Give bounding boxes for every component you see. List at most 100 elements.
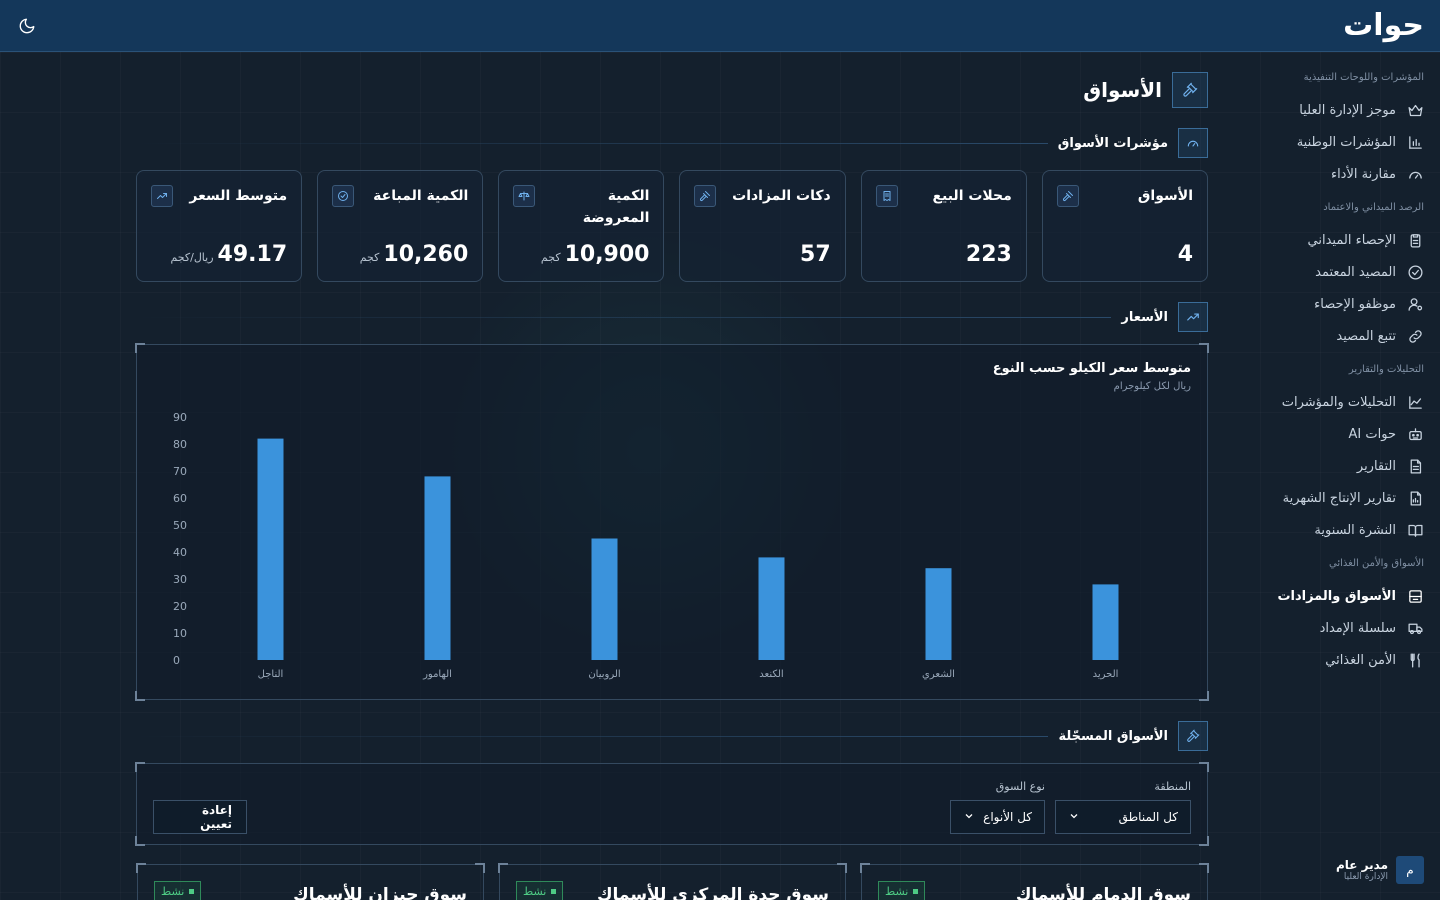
status-badge: نشط — [878, 881, 926, 900]
user-cog-icon — [1406, 295, 1424, 313]
bar[interactable] — [424, 476, 451, 660]
bar-chart: 0 10 20 30 40 50 60 70 80 90 الحريد الشعري الكنعد الر… — [173, 411, 1119, 680]
sidebar-item[interactable]: موظفو الإحصاء — [1224, 288, 1424, 320]
kpi-label: محلات البيع — [932, 188, 1012, 204]
sidebar-item[interactable]: سلسلة الإمداد — [1224, 612, 1424, 644]
bar[interactable] — [257, 438, 284, 660]
trend-up-icon — [1178, 302, 1208, 332]
chart-title: متوسط سعر الكيلو حسب النوع — [992, 361, 1191, 376]
sidebar-group-title: الأسواق والأمن الغذائي — [1329, 558, 1424, 569]
sidebar-item[interactable]: الأمن الغذائي — [1224, 644, 1424, 676]
sidebar-item[interactable]: النشرة السنوية — [1224, 514, 1424, 546]
link-icon — [1406, 327, 1424, 345]
truck-icon — [1406, 619, 1424, 637]
bar-chart-icon — [1406, 133, 1424, 151]
y-tick-label: 60 — [173, 492, 187, 505]
market-card[interactable]: سوق جدة المركزي للأسماك نشط — [498, 863, 847, 900]
reset-button[interactable]: إعادة تعيين — [153, 800, 247, 834]
sidebar-item[interactable]: تتبع المصيد — [1224, 320, 1424, 352]
sidebar-item-label: النشرة السنوية — [1314, 522, 1396, 538]
sidebar-item[interactable]: الأسواق والمزادات — [1224, 580, 1424, 612]
region-select-value: كل المناطق — [1118, 810, 1178, 824]
x-tick-label: الشعري — [922, 669, 955, 680]
market-type-select[interactable]: كل الأنواع — [950, 800, 1045, 834]
top-bar: حوات — [0, 0, 1440, 52]
bar[interactable] — [1092, 584, 1119, 660]
sidebar-item-label: الأسواق والمزادات — [1277, 588, 1396, 604]
kpi-value: 10,260 — [383, 242, 469, 267]
kpi-row: الأسواق 4 محلات البيع 223 دكات المزادات 57 الك… — [135, 170, 1208, 282]
book-open-icon — [1406, 521, 1424, 539]
y-tick-label: 20 — [173, 600, 187, 613]
user-name: مدير عام — [1335, 858, 1388, 872]
kpi-value: 49.17 — [217, 242, 288, 267]
kpi-unit: كجم — [540, 251, 561, 264]
kpi-label: الكمية المباعة — [373, 188, 469, 204]
y-tick-label: 0 — [173, 654, 180, 667]
sidebar-item-label: الأمن الغذائي — [1325, 652, 1396, 668]
sidebar-item-label: موجز الإدارة العليا — [1299, 102, 1396, 118]
sidebar-item-label: حوات AI — [1348, 426, 1396, 442]
type-select-value: كل الأنواع — [983, 810, 1032, 824]
sidebar-item[interactable]: تقارير الإنتاج الشهرية — [1224, 482, 1424, 514]
app-logo[interactable]: حوات — [1343, 8, 1425, 43]
sidebar-group-title: الرصد الميداني والاعتماد — [1323, 202, 1424, 213]
file-text-icon — [1406, 457, 1424, 475]
sidebar-item-label: المصيد المعتمد — [1315, 264, 1396, 280]
section-registered-markets: الأسواق المسجّلة — [136, 721, 1208, 751]
sidebar-group-title: التحليلات والتقارير — [1348, 364, 1424, 375]
sidebar-group-title: المؤشرات واللوحات التنفيذية — [1303, 72, 1424, 83]
gavel-icon — [1172, 72, 1208, 108]
bar[interactable] — [925, 568, 952, 660]
page-title: الأسواق — [1083, 78, 1162, 102]
section-divider — [136, 316, 1112, 318]
page-header: الأسواق — [1083, 72, 1208, 108]
line-chart-icon — [1406, 393, 1424, 411]
sidebar-item[interactable]: التحليلات والمؤشرات — [1224, 386, 1424, 418]
section-prices: الأسعار — [136, 302, 1208, 332]
sidebar-item[interactable]: المؤشرات الوطنية — [1224, 126, 1424, 158]
kpi-value: 57 — [800, 242, 831, 267]
kpi-label: الكمية المعروضة — [582, 188, 650, 226]
sidebar-item[interactable]: المصيد المعتمد — [1224, 256, 1424, 288]
section-indicators: مؤشرات الأسواق — [136, 128, 1208, 158]
kpi-label: دكات المزادات — [732, 188, 831, 204]
crown-icon — [1406, 101, 1424, 119]
bar[interactable] — [591, 538, 618, 661]
sidebar-item[interactable]: مقارنة الأداء — [1224, 158, 1424, 190]
y-tick-label: 80 — [173, 438, 187, 451]
sidebar-item[interactable]: حوات AI — [1224, 418, 1424, 450]
sidebar-item-label: تتبع المصيد — [1336, 328, 1396, 344]
sidebar-item-label: تقارير الإنتاج الشهرية — [1282, 490, 1396, 506]
sidebar-item[interactable]: الإحصاء الميداني — [1224, 224, 1424, 256]
chevron-down-icon — [963, 810, 975, 825]
moon-icon[interactable] — [16, 15, 38, 37]
y-tick-label: 70 — [173, 465, 187, 478]
receipt-icon — [875, 185, 898, 207]
kpi-unit: كجم — [359, 251, 380, 264]
market-card[interactable]: سوق الدمام للأسماك نشط — [860, 863, 1209, 900]
trend-up-icon — [150, 185, 173, 207]
filters-panel: المنطقة كل المناطق نوع السوق كل الأنواع … — [135, 762, 1209, 846]
market-card[interactable]: سوق جيزان للأسماك نشط — [136, 863, 485, 900]
type-filter-label: نوع السوق — [995, 780, 1045, 793]
section-title: الأسعار — [1121, 309, 1168, 325]
sidebar-item-label: التقارير — [1356, 458, 1396, 474]
kpi-value: 4 — [1177, 242, 1193, 267]
check-circle-icon — [1406, 263, 1424, 281]
sidebar-item[interactable]: التقارير — [1224, 450, 1424, 482]
y-tick-label: 30 — [173, 573, 187, 586]
sidebar-item[interactable]: موجز الإدارة العليا — [1224, 94, 1424, 126]
section-divider — [136, 142, 1048, 144]
x-tick-label: الناجل — [258, 669, 284, 680]
region-select[interactable]: كل المناطق — [1055, 800, 1191, 834]
gauge-icon — [1406, 165, 1424, 183]
sidebar-item-label: مقارنة الأداء — [1330, 166, 1396, 182]
market-name: سوق جدة المركزي للأسماك — [596, 885, 829, 900]
kpi-unit: ريال/كجم — [170, 251, 214, 264]
kpi-value: 10,900 — [564, 242, 650, 267]
kpi-card: محلات البيع 223 — [860, 170, 1027, 282]
bar[interactable] — [758, 557, 785, 660]
user-profile[interactable]: م مدير عام الإدارة العليا — [1336, 856, 1424, 884]
sidebar-item-label: الإحصاء الميداني — [1307, 232, 1396, 248]
